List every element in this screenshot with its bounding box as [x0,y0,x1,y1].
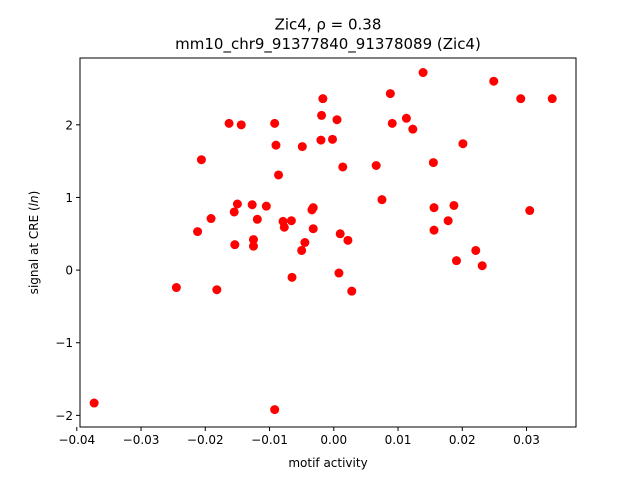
scatter-point [248,235,258,245]
scatter-point [338,162,348,172]
x-tick-label: 0.00 [320,433,347,447]
x-tick-label: −0.02 [187,433,224,447]
scatter-point [279,222,289,232]
scatter-point [232,199,242,209]
scatter-point [317,110,327,120]
x-tick-label: −0.01 [251,433,288,447]
scatter-point [274,170,284,180]
scatter-point [371,161,381,171]
scatter-point [408,124,418,134]
scatter-point [334,268,344,278]
x-axis-ticks: −0.04 −0.03 −0.02 −0.01 0.00 0.01 0.02 0.03 [58,427,540,447]
scatter-point [429,225,439,235]
scatter-point [525,206,535,216]
scatter-point [516,94,526,104]
chart-title-line2: mm10_chr9_91377840_91378089 (Zic4) [175,35,481,54]
scatter-point [477,261,487,271]
scatter-point [327,134,337,144]
scatter-point [271,140,281,150]
scatter-point [252,214,262,224]
x-tick-label: −0.04 [58,433,95,447]
scatter-point [297,245,307,255]
scatter-point [89,398,99,408]
scatter-point [270,405,280,415]
data-points [89,68,557,415]
scatter-point [318,94,328,104]
scatter-point [236,120,246,130]
scatter-point [224,118,234,128]
y-tick-label: 2 [65,118,73,132]
scatter-point [449,200,459,210]
y-axis-label-prefix: signal at CRE ( [27,206,41,294]
scatter-point [401,113,411,123]
y-tick-label: −2 [55,409,73,423]
scatter-point [489,76,499,86]
scatter-point [171,283,181,293]
x-tick-label: 0.02 [449,433,476,447]
scatter-point [347,286,357,296]
scatter-point [458,139,468,149]
scatter-point [316,135,326,145]
chart-title-line1: Zic4, ρ = 0.38 [275,16,382,34]
scatter-point [308,203,318,213]
scatter-point [248,241,258,251]
scatter-point [335,229,345,239]
x-tick-label: 0.01 [385,433,412,447]
scatter-point [547,94,557,104]
y-axis-label-italic: ln [27,195,41,206]
scatter-point [385,89,395,99]
scatter-point [308,224,318,234]
x-tick-label: −0.03 [123,433,160,447]
scatter-point [343,235,353,245]
scatter-point [332,115,342,125]
scatter-point [229,207,239,217]
scatter-point [206,214,216,224]
y-axis-label-suffix: ) [27,191,41,196]
scatter-point [300,238,310,247]
scatter-point [297,142,307,152]
scatter-point [377,195,387,205]
scatter-point [429,203,439,213]
plot-frame [79,57,577,428]
y-axis-label: signal at CRE (ln) [27,191,41,295]
y-tick-label: 1 [65,191,73,205]
scatter-point [287,272,297,282]
scatter-point [212,285,222,295]
scatter-point [428,158,438,168]
scatter-point [193,227,203,237]
scatter-point [471,245,481,255]
scatter-point [451,256,461,266]
scatter-point [261,201,271,211]
scatter-point [286,216,296,226]
scatter-point [270,118,280,128]
scatter-point [418,68,428,78]
y-axis-ticks: −2 −1 0 1 2 [55,118,80,423]
scatter-point [443,216,453,226]
scatter-point [387,118,397,128]
scatter-point [247,200,257,210]
scatter-point [230,240,240,250]
x-axis-label: motif activity [288,456,367,470]
scatter-point [196,155,206,165]
x-tick-label: 0.03 [513,433,540,447]
y-tick-label: −1 [55,336,73,350]
y-tick-label: 0 [65,264,73,278]
